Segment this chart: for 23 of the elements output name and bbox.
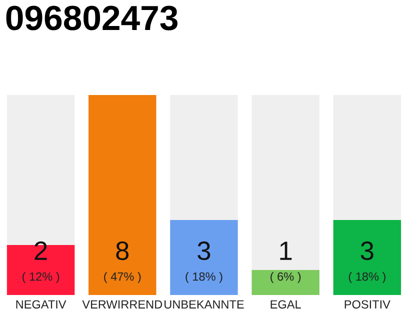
data-label: 3 <box>198 241 210 260</box>
annotation: ( 47% ) <box>104 272 141 284</box>
x-tick-label: NEGATIV <box>16 300 66 309</box>
annotation: ( 18% ) <box>186 272 222 284</box>
bar <box>252 270 320 296</box>
data-label: 2 <box>34 241 47 260</box>
x-tick-label: POSITIV <box>344 300 390 309</box>
data-label: 1 <box>280 242 292 260</box>
bar <box>333 220 402 296</box>
annotation: ( 6% ) <box>270 272 301 284</box>
x-tick-label: EGAL <box>270 300 301 309</box>
x-tick-label: UNBEKANNTE <box>164 300 244 309</box>
bar <box>170 95 238 220</box>
data-label: 8 <box>116 241 129 260</box>
x-tick-label: VERWIRREND <box>82 300 162 308</box>
bar <box>333 95 402 220</box>
annotation: ( 12% ) <box>22 272 60 284</box>
bar <box>170 220 238 296</box>
bar <box>252 95 320 270</box>
data-label: 3 <box>360 241 374 260</box>
chart-title: 096802473 <box>6 6 178 30</box>
annotation: ( 18% ) <box>348 272 386 284</box>
bar <box>88 95 156 296</box>
